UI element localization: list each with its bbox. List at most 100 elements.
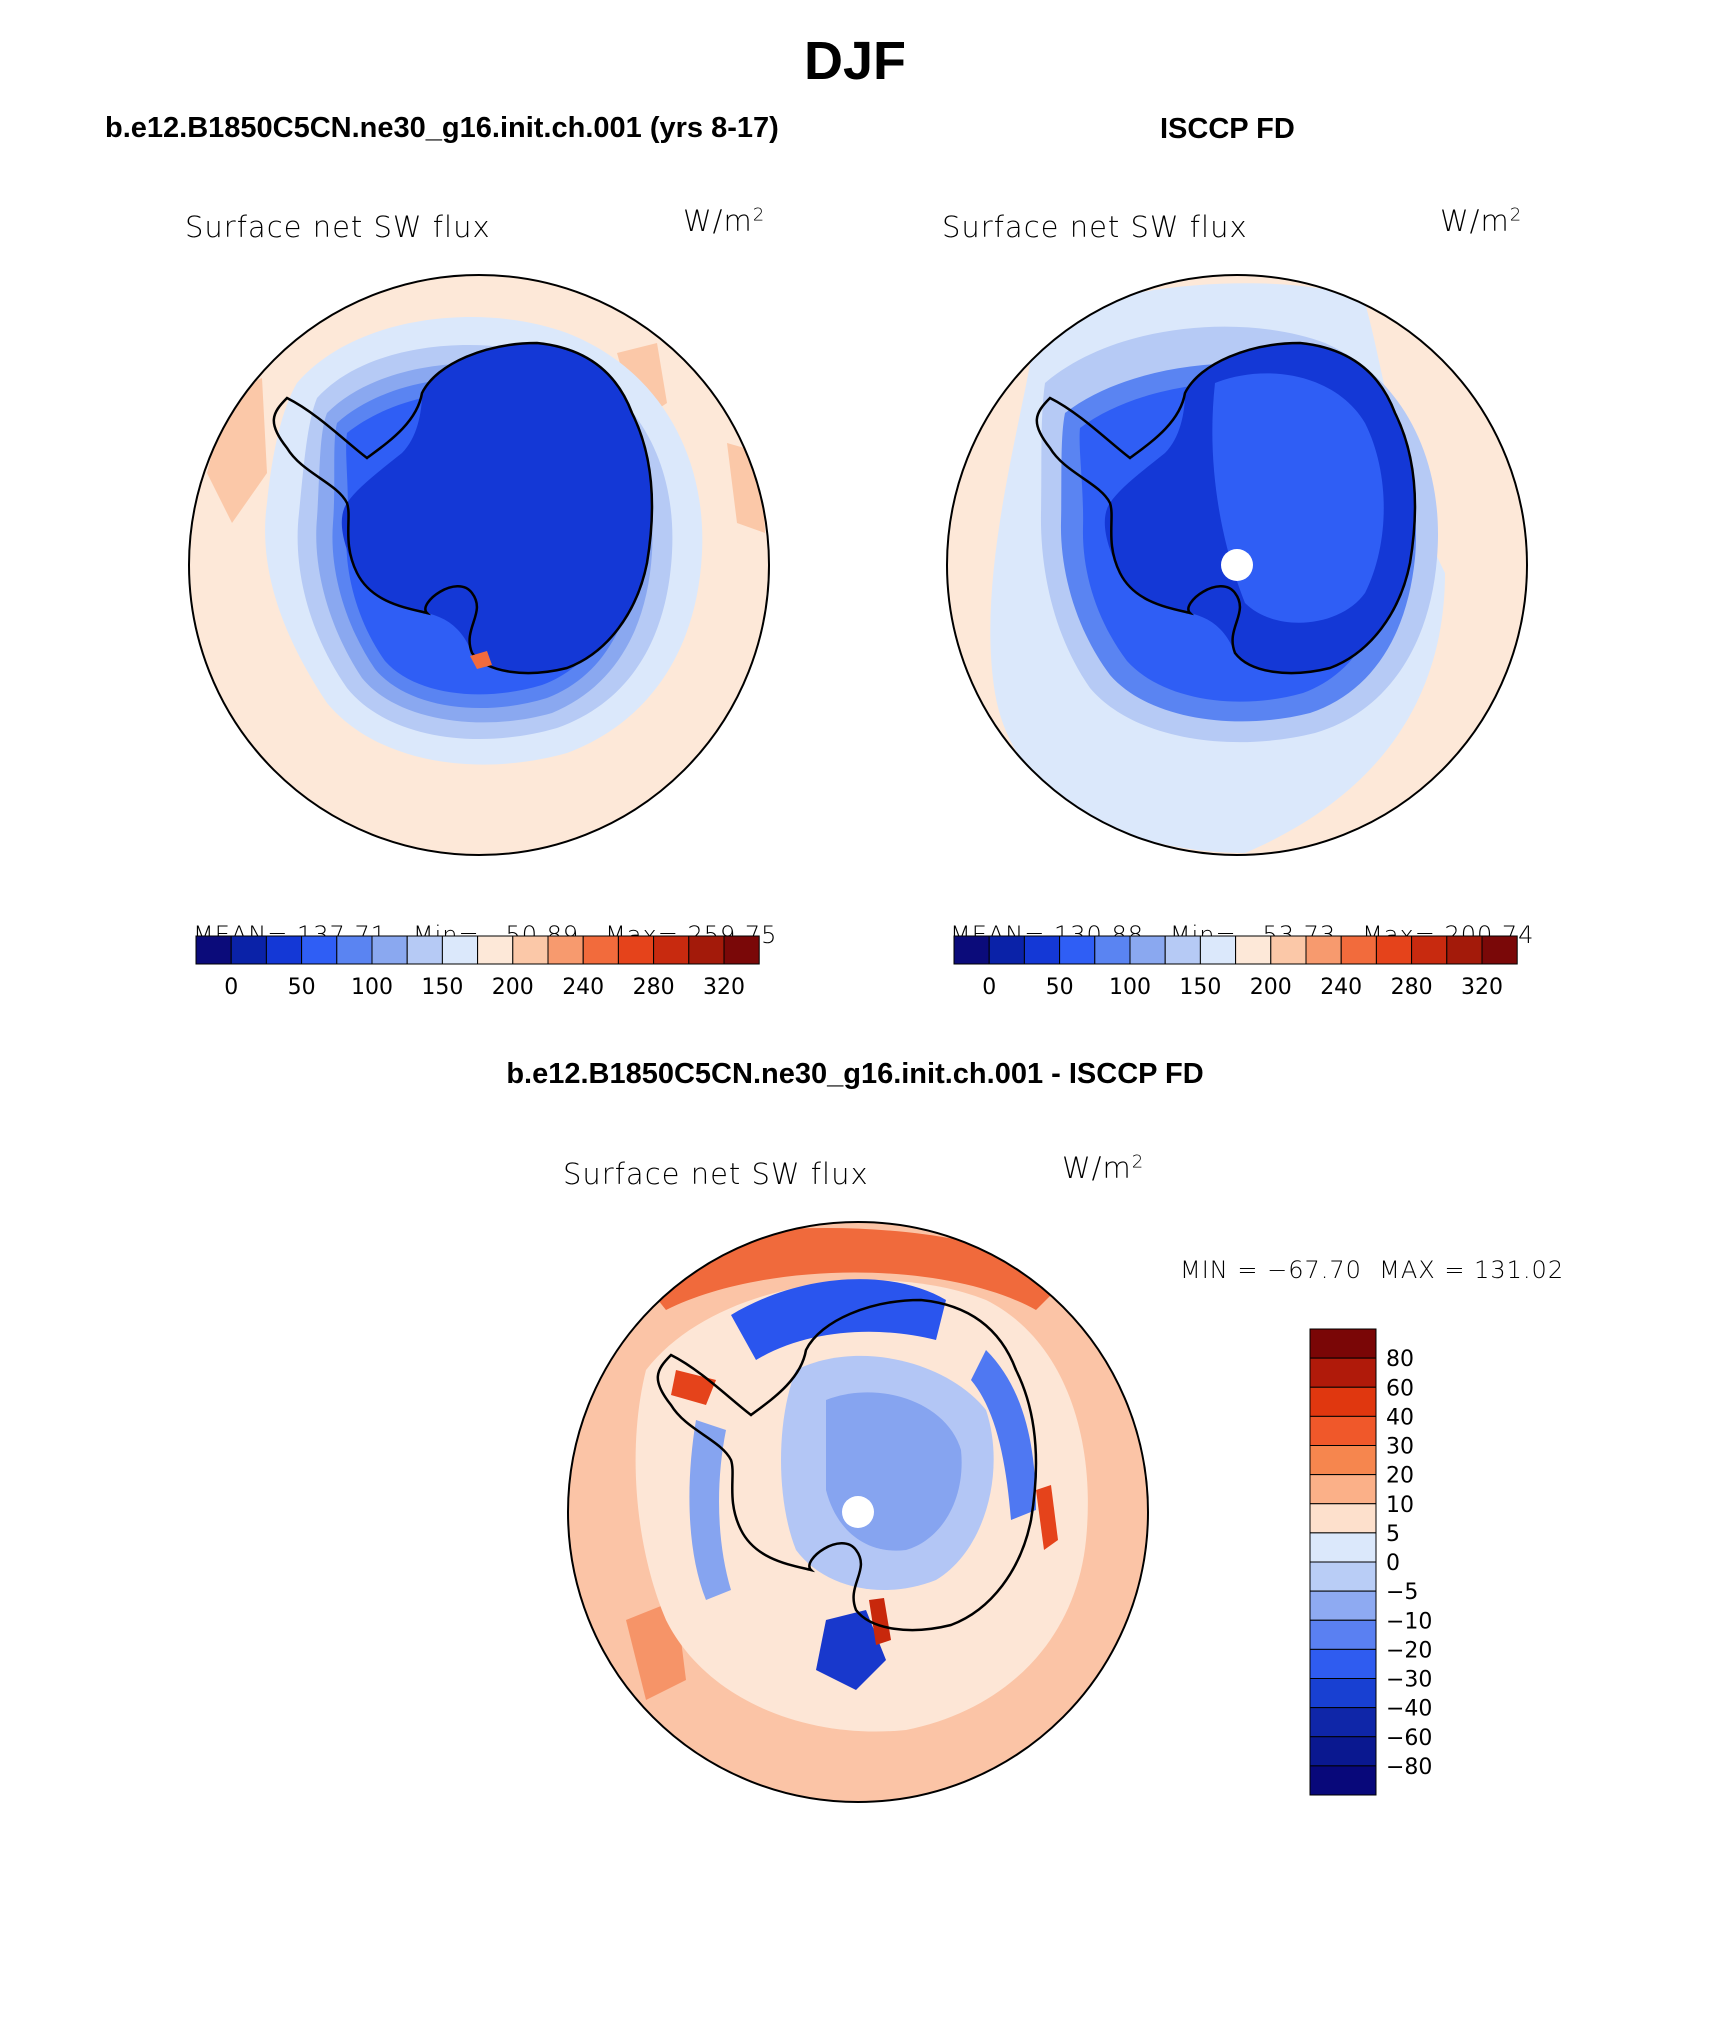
diff-colorbar-label: −80 — [1386, 1755, 1432, 1780]
obs-panel-header: ISCCP FD — [1160, 113, 1295, 145]
page-title: DJF — [803, 31, 906, 91]
diff-colorbar-label: 30 — [1386, 1435, 1414, 1460]
model-colorbar-box — [617, 935, 655, 965]
obs-colorbar-box — [1164, 935, 1201, 965]
model-variable-label: Surface net SW flux — [185, 210, 491, 244]
diff-colorbar-box — [1309, 1765, 1377, 1796]
model-panel-header: b.e12.B1850C5CN.ne30_g16.init.ch.001 (yr… — [105, 112, 779, 144]
obs-colorbar-box — [1023, 935, 1061, 965]
obs-colorbar-tick-label: 100 — [1109, 975, 1151, 1000]
diff-south-blue-band — [689, 1420, 731, 1600]
model-colorbar-tick-label: 150 — [421, 975, 463, 1000]
model-colorbar-tick-label: 100 — [351, 975, 393, 1000]
diff-colorbar-box — [1309, 1415, 1377, 1446]
model-colorbar-tick-label: 280 — [633, 975, 675, 1000]
obs-colorbar-box — [988, 935, 1025, 965]
model-map-border — [188, 274, 770, 856]
diff-colorbar-label: 80 — [1386, 1347, 1414, 1372]
model-colorbar-box — [301, 935, 338, 965]
obs-colorbar-tick-label: 150 — [1179, 975, 1221, 1000]
model-colorbar-box — [371, 935, 408, 965]
obs-coastline — [1035, 341, 1417, 675]
diff-units-label: W/m2 — [1062, 1151, 1144, 1185]
diff-units-exp: 2 — [1131, 1151, 1145, 1173]
diff-colorbar-label: 40 — [1386, 1405, 1414, 1430]
model-units-label: W/m2 — [683, 204, 765, 238]
diff-colorbar-box — [1309, 1386, 1377, 1417]
diff-colorbar-label: 0 — [1386, 1551, 1400, 1576]
obs-colorbar-tick-label: 320 — [1461, 975, 1503, 1000]
diff-map-border — [567, 1221, 1149, 1803]
diff-ross-blue — [816, 1610, 886, 1690]
diff-colorbar-box — [1309, 1561, 1377, 1592]
diff-coastline — [656, 1298, 1038, 1632]
model-antarctica-interior — [341, 343, 652, 673]
obs-colorbar-box — [1446, 935, 1483, 965]
obs-colorbar-tick-label: 0 — [982, 975, 996, 1000]
diff-colorbar-box — [1309, 1619, 1377, 1650]
diff-colorbar-label: −10 — [1386, 1609, 1432, 1634]
diff-colorbar: 80 60 40 30 20 10 5 0 −5 −10 −20 −30 −40 −60 −80 — [1309, 1328, 1432, 1796]
diff-colorbar-box — [1309, 1532, 1377, 1563]
model-colorbar-box — [512, 935, 549, 965]
diff-colorbar-box — [1309, 1328, 1377, 1359]
obs-colorbar: 0 50 100 150 200 240 280 320 — [953, 935, 1518, 1000]
model-colorbar-tick-label: 320 — [703, 975, 745, 1000]
model-colorbar-tick-label: 0 — [224, 975, 238, 1000]
obs-units-label: W/m2 — [1440, 204, 1522, 238]
diff-colorbar-label: −20 — [1386, 1638, 1432, 1663]
diff-colorbar-box — [1309, 1474, 1377, 1505]
model-colorbar-tick-label: 50 — [288, 975, 316, 1000]
diff-colorbar-box — [1309, 1503, 1377, 1534]
model-coastline — [272, 341, 654, 675]
obs-colorbar-box — [1481, 935, 1518, 965]
obs-colorbar-box — [1129, 935, 1166, 965]
model-colorbar-box — [195, 935, 232, 965]
diff-colorbar-box — [1309, 1648, 1377, 1679]
diff-pole-hole — [842, 1496, 874, 1528]
obs-map — [946, 274, 1528, 856]
diff-panel-header: b.e12.B1850C5CN.ne30_g16.init.ch.001 - I… — [506, 1058, 1204, 1090]
obs-colorbar-box — [1199, 935, 1237, 965]
diff-colorbar-box — [1309, 1445, 1377, 1476]
obs-colorbar-box — [953, 935, 990, 965]
diff-colorbar-label: −40 — [1386, 1697, 1432, 1722]
diff-colorbar-label: −30 — [1386, 1668, 1432, 1693]
diff-colorbar-box — [1309, 1736, 1377, 1767]
model-colorbar-box — [441, 935, 479, 965]
model-colorbar-box — [477, 935, 514, 965]
obs-colorbar-box — [1411, 935, 1448, 965]
model-colorbar-box — [547, 935, 584, 965]
obs-colorbar-tick-label: 280 — [1391, 975, 1433, 1000]
diff-minmax: MIN = −67.70 MAX = 131.02 — [1180, 1256, 1565, 1284]
obs-colorbar-tick-label: 240 — [1320, 975, 1362, 1000]
diff-units-base: W/m — [1062, 1151, 1132, 1185]
obs-units-base: W/m — [1440, 204, 1510, 238]
model-colorbar-box — [265, 935, 303, 965]
obs-colorbar-tick-label: 50 — [1046, 975, 1074, 1000]
obs-map-border — [946, 274, 1528, 856]
diff-colorbar-box — [1309, 1357, 1377, 1388]
model-colorbar: 0 50 100 150 200 240 280 320 — [195, 935, 760, 1000]
obs-colorbar-box — [1059, 935, 1096, 965]
diff-colorbar-box — [1309, 1590, 1377, 1621]
model-map — [188, 274, 770, 856]
obs-variable-label: Surface net SW flux — [942, 210, 1248, 244]
obs-colorbar-box — [1235, 935, 1272, 965]
obs-colorbar-box — [1094, 935, 1131, 965]
diff-ross-red — [869, 1598, 891, 1645]
model-colorbar-box — [406, 935, 443, 965]
model-colorbar-box — [688, 935, 725, 965]
model-colorbar-box — [723, 935, 760, 965]
diff-peninsula-red — [671, 1370, 716, 1405]
diff-variable-label: Surface net SW flux — [563, 1157, 869, 1191]
model-colorbar-tick-label: 200 — [492, 975, 534, 1000]
diff-colorbar-box — [1309, 1678, 1377, 1709]
diff-colorbar-label: 20 — [1386, 1464, 1414, 1489]
diff-east-coast-red — [1036, 1485, 1058, 1550]
diff-colorbar-label: 10 — [1386, 1493, 1414, 1518]
diff-colorbar-box — [1309, 1707, 1377, 1738]
obs-units-exp: 2 — [1509, 204, 1523, 226]
diff-colorbar-label: −60 — [1386, 1726, 1432, 1751]
obs-colorbar-box — [1305, 935, 1342, 965]
